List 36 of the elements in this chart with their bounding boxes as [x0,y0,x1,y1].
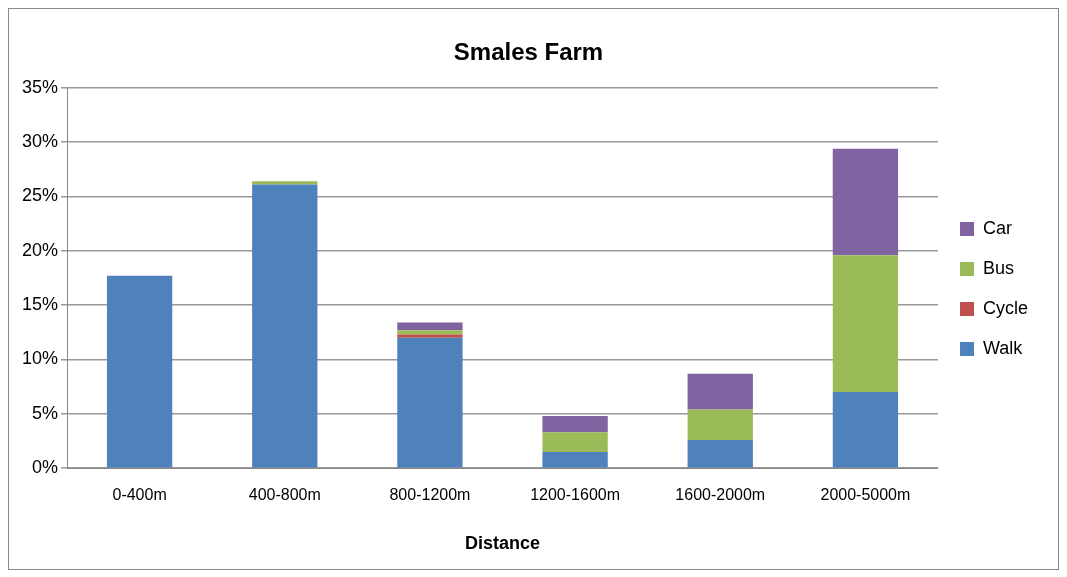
x-tick-label: 0-400m [112,486,167,504]
x-axis-title: Distance [464,533,541,554]
bar [106,275,173,468]
bar [397,330,463,335]
chart-title: Smales Farm [453,38,604,66]
bar [397,322,463,331]
x-tick-label: 1200-1600m [530,486,621,504]
bar [832,392,899,468]
bar [832,148,899,256]
x-tick-label: 1600-2000m [675,486,766,504]
legend-label: Cycle [982,297,1029,318]
bar [397,337,463,468]
bar [542,416,608,433]
x-tick-label: 2000-5000m [820,486,911,504]
bar [252,181,318,185]
y-tick-label: 0% [32,457,59,478]
bar [832,255,899,393]
y-tick-label: 30% [22,131,59,152]
legend-label: Car [982,217,1013,238]
bar [252,184,318,468]
bar [542,451,608,468]
y-tick-label: 10% [22,348,59,369]
legend-label: Walk [982,337,1024,358]
bar [397,334,463,338]
y-tick-label: 5% [32,402,59,423]
bar [542,432,608,452]
y-tick-label: 20% [22,239,59,260]
y-tick-label: 35% [22,76,59,97]
x-tick-label: 800-1200m [389,486,471,504]
bar [687,373,753,410]
x-tick-label: 400-800m [248,486,321,504]
y-tick-label: 25% [22,185,59,206]
bar [687,409,753,440]
legend-label: Bus [982,257,1015,278]
bar [687,439,753,468]
y-tick-label: 15% [22,294,59,315]
